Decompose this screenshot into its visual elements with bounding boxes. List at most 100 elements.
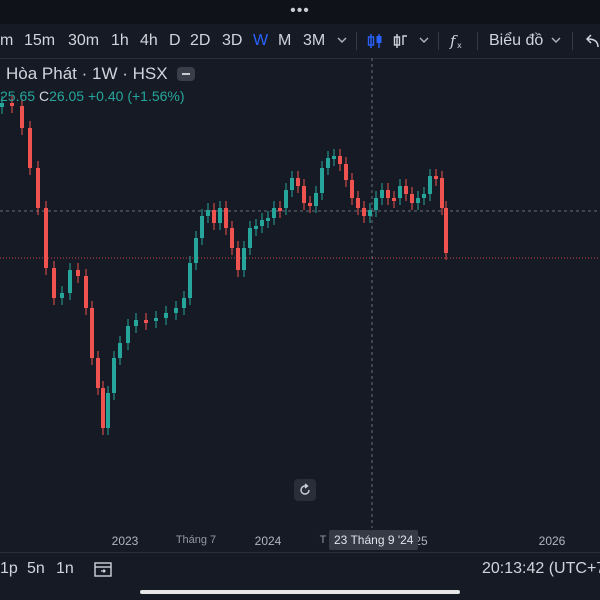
status-bar: ••• xyxy=(0,0,600,24)
candle-body xyxy=(368,210,372,216)
candle-body xyxy=(28,128,32,168)
candle-body xyxy=(404,186,408,194)
candle-body xyxy=(338,156,342,164)
time-axis[interactable]: 2023 Tháng 7 2024 T 25 2026 xyxy=(0,528,600,552)
candle-body xyxy=(290,178,294,190)
candle-body xyxy=(344,164,348,180)
candle-body xyxy=(302,186,306,203)
candle-body xyxy=(278,208,282,211)
candle-body xyxy=(0,103,4,107)
interval-30m[interactable]: 30m xyxy=(68,32,100,49)
candle-body xyxy=(96,358,100,388)
candle-body xyxy=(320,168,324,193)
range-1n[interactable]: 1n xyxy=(56,560,74,577)
candle-body xyxy=(174,308,178,313)
candle-body xyxy=(164,313,168,318)
close-value: 26.05 xyxy=(49,88,85,104)
candle-body xyxy=(284,190,288,208)
candle-body xyxy=(422,194,426,198)
candle-body xyxy=(242,248,246,270)
candle-body xyxy=(68,270,72,293)
candles-group xyxy=(0,96,448,435)
toolbar-divider xyxy=(477,32,478,50)
candle-body xyxy=(182,298,186,308)
candle-body xyxy=(126,326,130,343)
toolbar-divider xyxy=(572,32,573,50)
time-tick-t: T xyxy=(319,534,327,546)
candle-body xyxy=(272,208,276,218)
range-5n[interactable]: 5n xyxy=(27,560,45,577)
candle-body xyxy=(36,168,40,208)
candle-body xyxy=(440,178,444,208)
time-tick-thang-7: Tháng 7 xyxy=(175,534,217,546)
chart-type-chevron-down-icon[interactable] xyxy=(550,34,562,56)
candle-body xyxy=(398,186,402,198)
interval-2d[interactable]: 2D xyxy=(190,32,211,49)
interval-1h[interactable]: 1h xyxy=(111,32,129,49)
candle-body xyxy=(362,208,366,216)
open-value: 25.65 xyxy=(0,88,36,104)
candles-icon[interactable] xyxy=(366,32,384,54)
candle-body xyxy=(266,218,270,221)
candle-body xyxy=(314,193,318,206)
candle-body xyxy=(112,358,116,393)
candle-body xyxy=(356,198,360,208)
candle-body xyxy=(84,276,88,308)
candle-body xyxy=(260,220,264,226)
candle-body xyxy=(76,270,80,276)
interval-w[interactable]: W xyxy=(253,32,269,49)
candle-body xyxy=(410,194,414,203)
candle-body xyxy=(60,293,64,298)
candle-body xyxy=(386,190,390,198)
candle-body xyxy=(332,156,336,159)
legend-collapse-icon[interactable] xyxy=(177,67,195,81)
candle-body xyxy=(236,248,240,270)
clock-timezone[interactable]: 20:13:42 (UTC+7 xyxy=(482,560,600,577)
svg-text:f: f xyxy=(449,32,458,50)
time-tick-2026: 2026 xyxy=(538,534,566,548)
candle-body xyxy=(392,198,396,201)
candle-body xyxy=(188,263,192,298)
chart-chevron-down-icon[interactable] xyxy=(418,34,430,56)
undo-icon[interactable] xyxy=(584,32,600,54)
candle-body xyxy=(428,176,432,194)
candle-body xyxy=(144,320,148,323)
symbol-title[interactable]: Hòa Phát · 1W · HSX xyxy=(6,64,168,83)
candle-body xyxy=(326,158,330,168)
crosshair-date-label: 23 Tháng 9 '24 xyxy=(329,530,419,550)
candle-body xyxy=(224,208,228,228)
candle-body xyxy=(134,320,138,326)
candle-body xyxy=(101,388,105,428)
interval-m-month[interactable]: M xyxy=(278,32,292,49)
candle-body xyxy=(118,343,122,358)
bottom-bar: 1p 5n 1n 20:13:42 (UTC+7 xyxy=(0,552,600,587)
interval-chevron-down-icon[interactable] xyxy=(336,34,348,56)
svg-text:x: x xyxy=(457,41,462,50)
price-chart[interactable] xyxy=(0,58,600,528)
ohlc-legend: 25.65 C26.05 +0.40 (+1.56%) xyxy=(0,88,185,104)
reset-chart-button[interactable] xyxy=(294,479,316,501)
toolbar-divider xyxy=(356,32,357,50)
candle-body xyxy=(106,393,110,428)
chart-type-menu[interactable]: Biểu đồ xyxy=(489,32,544,49)
compare-icon[interactable] xyxy=(392,32,410,54)
interval-4h[interactable]: 4h xyxy=(140,32,158,49)
change-value: +0.40 xyxy=(88,88,124,104)
interval-3m[interactable]: 3M xyxy=(303,32,326,49)
interval-15m[interactable]: 15m xyxy=(24,32,56,49)
interval-d[interactable]: D xyxy=(169,32,181,49)
interval-3d[interactable]: 3D xyxy=(222,32,243,49)
toolbar-divider xyxy=(438,32,439,50)
candle-body xyxy=(44,208,48,268)
time-tick-2024: 2024 xyxy=(254,534,282,548)
range-1p[interactable]: 1p xyxy=(0,560,18,577)
candle-body xyxy=(434,176,438,179)
more-dots-icon[interactable]: ••• xyxy=(290,2,310,19)
calendar-goto-icon[interactable] xyxy=(93,559,113,584)
candle-body xyxy=(416,198,420,203)
interval-m[interactable]: m xyxy=(0,32,14,49)
close-key: C xyxy=(38,88,50,104)
candle-body xyxy=(212,210,216,223)
